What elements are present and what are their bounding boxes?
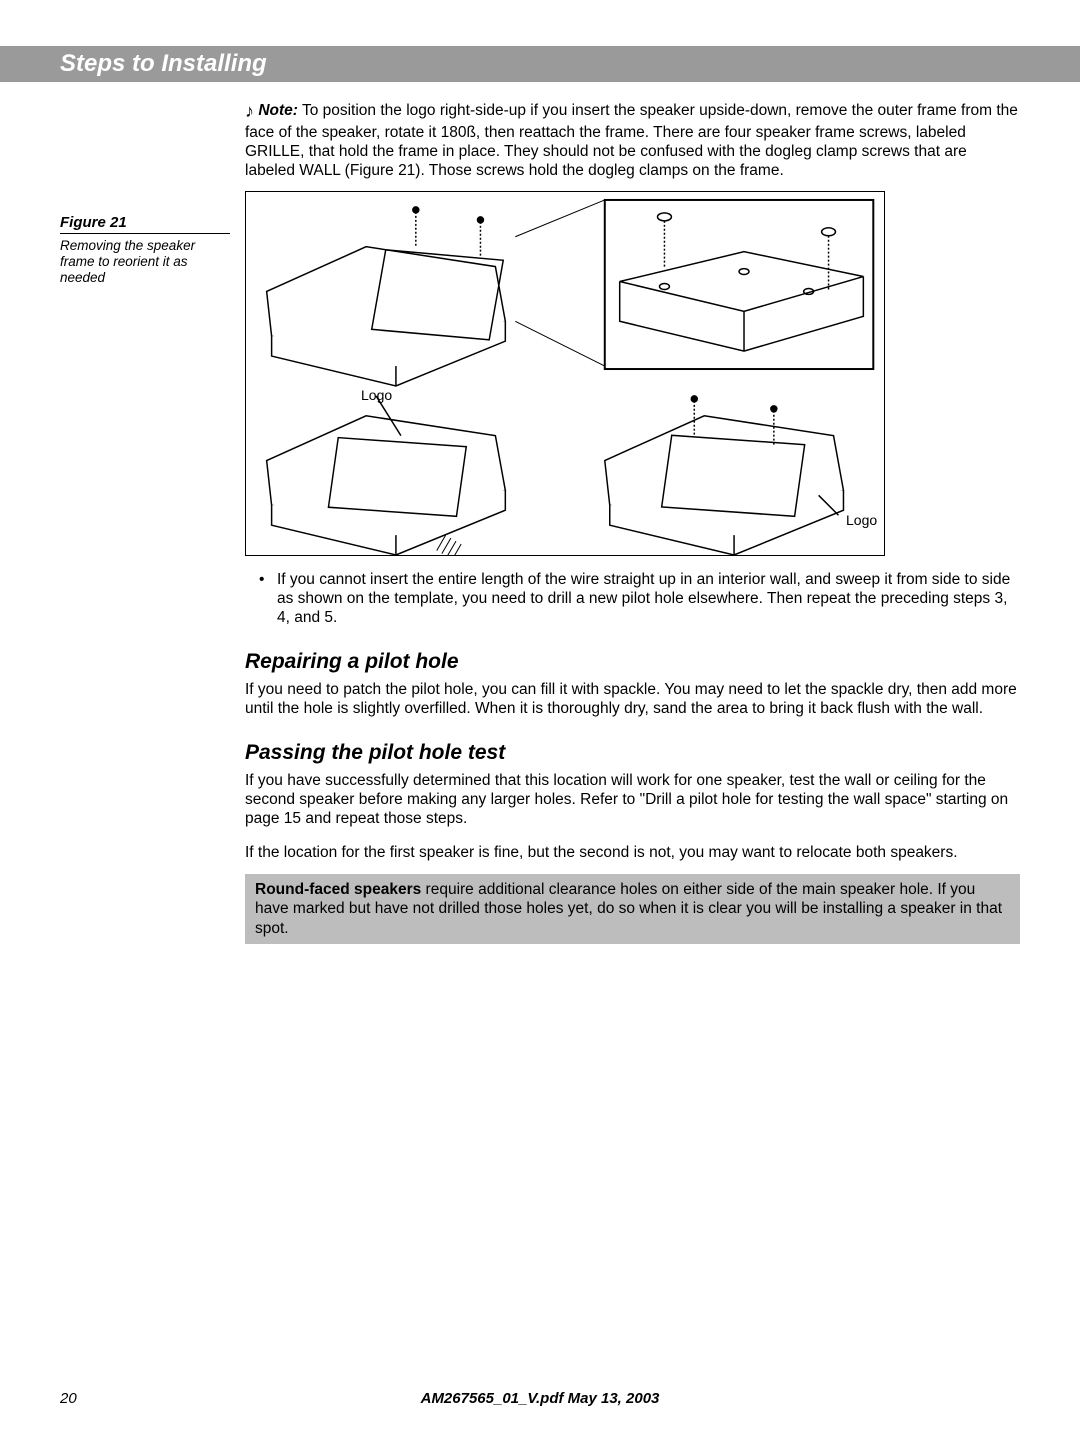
bullet-list: If you cannot insert the entire length o… (245, 570, 1020, 628)
section2-text2: If the location for the first speaker is… (245, 843, 1020, 862)
logo-label-1: Logo (361, 387, 392, 403)
speaker-diagram-svg (246, 192, 884, 555)
callout-box: Round-faced speakers require additional … (245, 874, 1020, 944)
figure-label: Figure 21 (60, 214, 230, 234)
figure-sidebar: Figure 21 Removing the speaker frame to … (60, 214, 230, 287)
note-label: Note: (258, 102, 298, 119)
section2-heading: Passing the pilot hole test (245, 741, 1020, 765)
section1-heading: Repairing a pilot hole (245, 650, 1020, 674)
page-title: Steps to Installing (60, 50, 267, 77)
figure-diagram: Logo Logo (245, 191, 885, 556)
footer-doc: AM267565_01_V.pdf May 13, 2003 (0, 1390, 1080, 1407)
callout-bold: Round-faced speakers (255, 881, 421, 898)
note-text: To position the logo right-side-up if yo… (245, 102, 1018, 179)
section1-text: If you need to patch the pilot hole, you… (245, 680, 1020, 719)
section2-text1: If you have successfully determined that… (245, 771, 1020, 829)
content: ♪ Note: To position the logo right-side-… (0, 100, 1080, 944)
figure-caption: Removing the speaker frame to reorient i… (60, 238, 230, 287)
header-bar: Steps to Installing (0, 46, 1080, 82)
note-paragraph: ♪ Note: To position the logo right-side-… (245, 100, 1020, 181)
note-icon: ♪ (245, 101, 254, 121)
bullet-item: If you cannot insert the entire length o… (277, 570, 1020, 628)
logo-label-2: Logo (846, 512, 877, 528)
